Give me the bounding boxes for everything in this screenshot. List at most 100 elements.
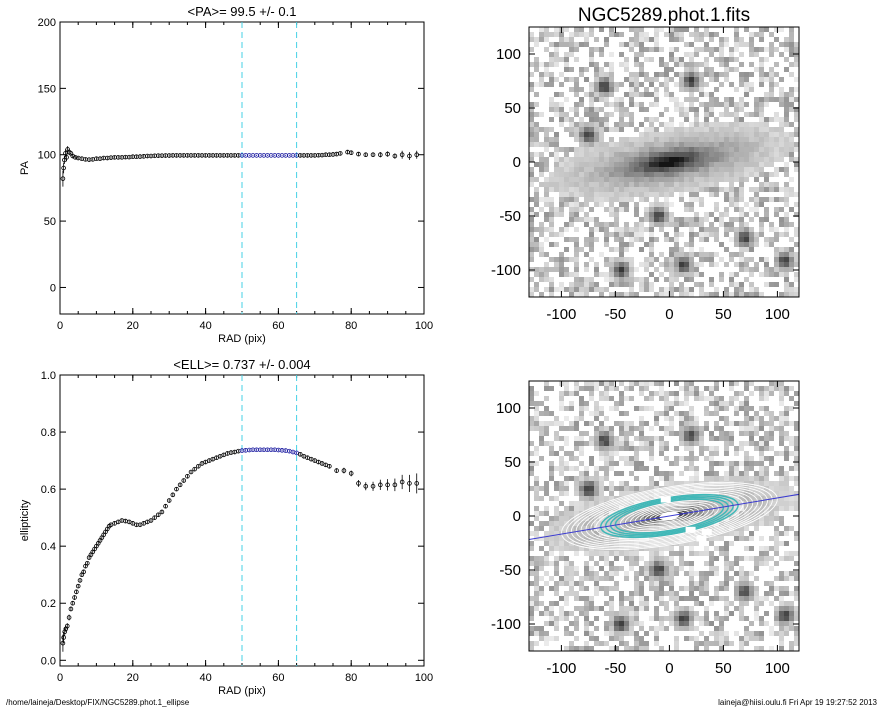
pixel [669, 546, 674, 551]
pixel [699, 521, 704, 526]
pixel [739, 262, 744, 267]
pixel [724, 112, 729, 117]
pixel [649, 511, 654, 516]
pixel [669, 237, 674, 242]
pixel [579, 606, 584, 611]
pixel [704, 396, 709, 401]
pixel [719, 72, 724, 77]
pixel [614, 277, 619, 282]
pixel [779, 401, 784, 406]
pixel [529, 72, 534, 77]
pixel [579, 182, 584, 187]
pixel [654, 586, 659, 591]
pixel [794, 212, 799, 217]
pixel [764, 456, 769, 461]
pixel [724, 611, 729, 616]
pixel [689, 267, 694, 272]
pixel [579, 411, 584, 416]
pixel [674, 37, 679, 42]
pixel [559, 491, 564, 496]
pixel [629, 461, 634, 466]
pixel [629, 381, 634, 386]
pixel [634, 182, 639, 187]
pixel [774, 97, 779, 102]
pixel [619, 102, 624, 107]
pixel [784, 102, 789, 107]
pixel [774, 232, 779, 237]
pixel [744, 27, 749, 32]
pixel [779, 501, 784, 506]
pixel [734, 227, 739, 232]
pixel [739, 391, 744, 396]
pixel [719, 257, 724, 262]
pixel [654, 117, 659, 122]
pixel [699, 631, 704, 636]
pixel [609, 601, 614, 606]
pixel [789, 641, 794, 646]
pixel [624, 526, 629, 531]
pixel [634, 42, 639, 47]
pixel [634, 636, 639, 641]
pixel [734, 172, 739, 177]
pixel [719, 187, 724, 192]
pixel [699, 616, 704, 621]
pixel [649, 476, 654, 481]
pixel [584, 596, 589, 601]
pixel [534, 122, 539, 127]
pixel [559, 611, 564, 616]
pixel [764, 152, 769, 157]
pixel [719, 162, 724, 167]
pixel [629, 446, 634, 451]
pixel [764, 47, 769, 52]
pixel [779, 626, 784, 631]
pixel [779, 611, 784, 616]
pixel [569, 521, 574, 526]
pixel [679, 411, 684, 416]
pixel [679, 127, 684, 132]
pixel [794, 501, 799, 506]
pixel [689, 247, 694, 252]
pixel [664, 561, 669, 566]
pixel [734, 476, 739, 481]
pixel [609, 207, 614, 212]
pixel [549, 77, 554, 82]
pixel [724, 571, 729, 576]
pixel [784, 446, 789, 451]
pixel [639, 621, 644, 626]
pixel [564, 391, 569, 396]
pixel [674, 626, 679, 631]
pixel [764, 272, 769, 277]
pixel [699, 576, 704, 581]
pixel [604, 436, 609, 441]
pixel [659, 62, 664, 67]
pixel [549, 441, 554, 446]
pixel [669, 471, 674, 476]
pixel [714, 32, 719, 37]
pixel [664, 132, 669, 137]
pixel [659, 192, 664, 197]
pixel [684, 626, 689, 631]
pixel [709, 167, 714, 172]
pixel [614, 421, 619, 426]
x-tick-label: 0 [665, 306, 673, 323]
pixel [584, 526, 589, 531]
pixel [794, 287, 799, 292]
pixel [594, 87, 599, 92]
pixel [529, 292, 534, 297]
pixel [624, 207, 629, 212]
pixel [584, 287, 589, 292]
pixel [609, 616, 614, 621]
pixel [649, 47, 654, 52]
pixel [689, 386, 694, 391]
pixel [784, 147, 789, 152]
pixel [574, 112, 579, 117]
pixel [694, 501, 699, 506]
pixel [624, 386, 629, 391]
pixel [529, 646, 534, 651]
pixel [784, 606, 789, 611]
pixel [584, 157, 589, 162]
pixel [719, 436, 724, 441]
pixel [779, 381, 784, 386]
pixel [674, 411, 679, 416]
pixel [604, 77, 609, 82]
